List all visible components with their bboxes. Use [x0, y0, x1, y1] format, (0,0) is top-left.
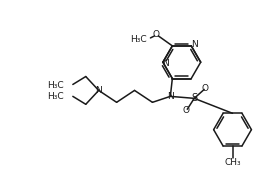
Text: O: O — [202, 84, 209, 93]
Text: H₃C: H₃C — [47, 92, 64, 101]
Text: O: O — [153, 30, 160, 40]
Text: O: O — [183, 106, 190, 115]
Text: H₃C: H₃C — [130, 35, 147, 44]
Text: N: N — [167, 92, 174, 101]
Text: N: N — [95, 86, 102, 95]
Text: CH₃: CH₃ — [224, 158, 241, 167]
Text: N: N — [191, 40, 198, 49]
Text: H₃C: H₃C — [47, 81, 64, 90]
Text: S: S — [191, 93, 197, 103]
Text: N: N — [162, 59, 169, 68]
